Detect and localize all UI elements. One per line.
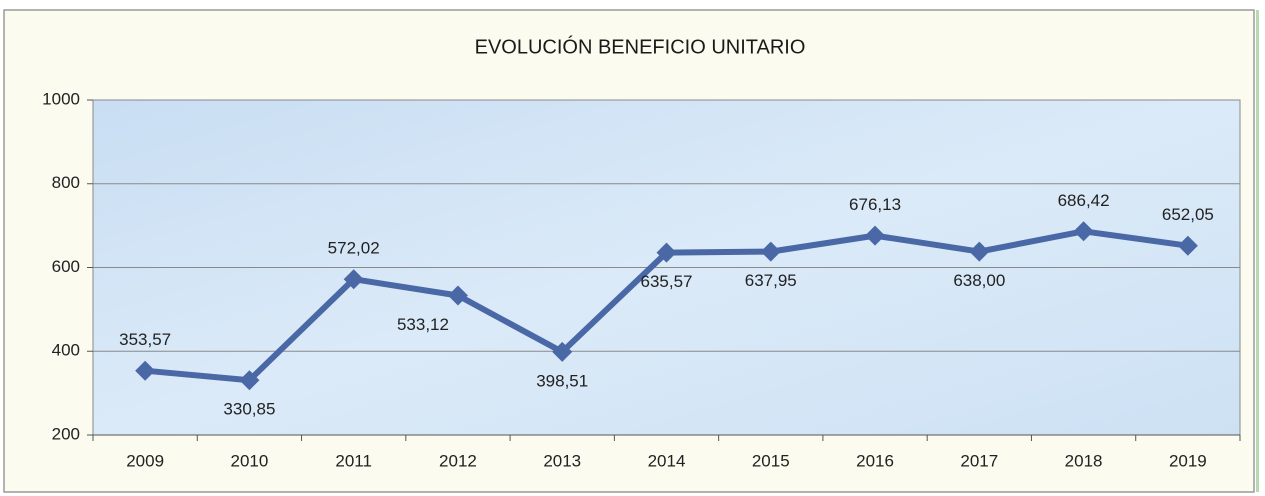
x-tick-label: 2013 xyxy=(543,451,581,470)
data-label: 637,95 xyxy=(745,271,797,290)
x-tick-label: 2014 xyxy=(648,451,686,470)
data-point xyxy=(552,341,573,362)
data-label: 353,57 xyxy=(119,330,171,349)
chart-title: EVOLUCIÓN BENEFICIO UNITARIO xyxy=(475,35,806,58)
x-tick-label: 2010 xyxy=(230,451,268,470)
edge-strip xyxy=(1256,10,1259,492)
x-tick-label: 2017 xyxy=(960,451,998,470)
data-point xyxy=(343,269,364,290)
data-point xyxy=(447,285,468,306)
data-point xyxy=(135,360,156,381)
x-tick-label: 2019 xyxy=(1169,451,1207,470)
x-tick-label: 2018 xyxy=(1065,451,1103,470)
data-label: 330,85 xyxy=(223,400,275,419)
y-tick-label: 400 xyxy=(52,341,80,360)
data-point xyxy=(1073,221,1094,242)
data-point xyxy=(865,225,886,246)
data-label: 635,57 xyxy=(641,272,693,291)
data-label: 533,12 xyxy=(397,315,449,334)
data-label: 686,42 xyxy=(1058,191,1110,210)
data-point xyxy=(969,241,990,262)
data-point xyxy=(656,242,677,263)
data-label: 572,02 xyxy=(328,239,380,258)
x-tick-label: 2015 xyxy=(752,451,790,470)
y-tick-label: 1000 xyxy=(42,89,80,108)
x-tick-label: 2016 xyxy=(856,451,894,470)
data-label: 676,13 xyxy=(849,195,901,214)
x-tick-label: 2012 xyxy=(439,451,477,470)
y-tick-label: 600 xyxy=(52,257,80,276)
data-label: 398,51 xyxy=(536,371,588,390)
y-tick-label: 200 xyxy=(52,424,80,443)
data-label: 652,05 xyxy=(1162,205,1214,224)
data-label: 638,00 xyxy=(953,271,1005,290)
data-point xyxy=(1177,235,1198,256)
y-tick-label: 800 xyxy=(52,173,80,192)
x-tick-label: 2009 xyxy=(126,451,164,470)
x-tick-label: 2011 xyxy=(335,451,372,470)
data-point xyxy=(239,370,260,391)
data-point xyxy=(760,241,781,262)
